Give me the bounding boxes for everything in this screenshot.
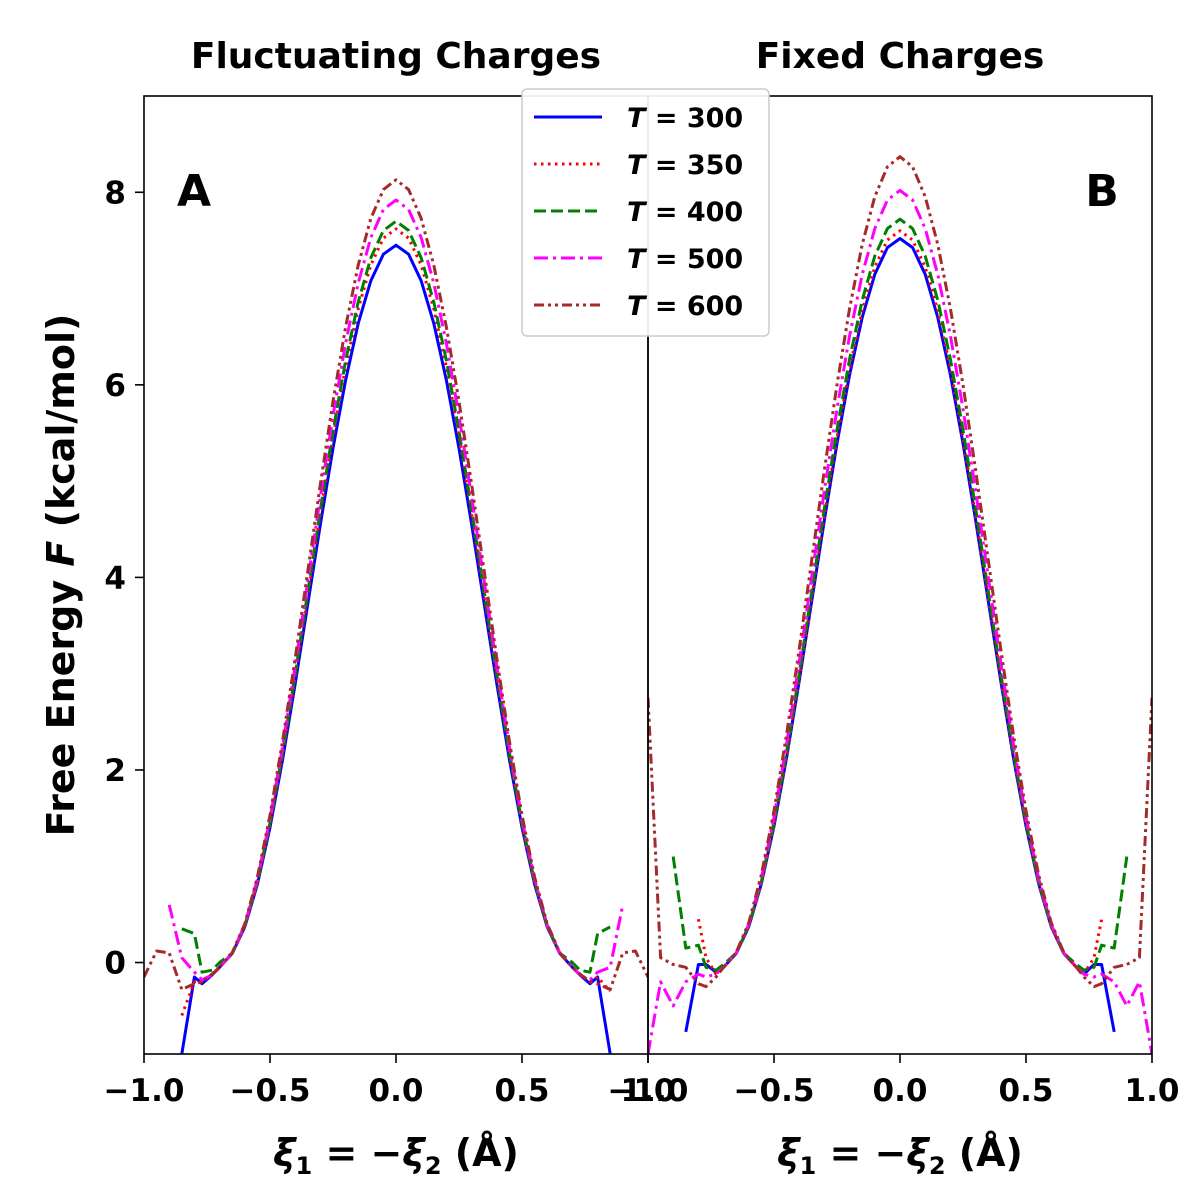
x-tick-label: −0.5 [230, 1073, 311, 1109]
xlabel-eq: = − [312, 1131, 402, 1175]
series-line-B-T350 [696, 229, 1104, 976]
axes-layer [135, 95, 1153, 1063]
legend-value: 600 [687, 291, 743, 322]
legend-var: T [627, 291, 648, 322]
legend-var: T [627, 244, 648, 275]
legend-var: T [627, 150, 648, 181]
xlabel-xi: ξ [402, 1131, 426, 1175]
legend-label-T600: T = 600 [627, 291, 743, 322]
panel-B-plot [648, 155, 1152, 1054]
legend-box [521, 88, 770, 337]
x-tick-label: −0.5 [734, 1073, 815, 1109]
legend-eq: = [645, 150, 686, 181]
legend-eq: = [645, 103, 686, 134]
panel-A-plot [144, 178, 648, 1054]
legend-var: T [627, 103, 648, 134]
legend-label-T400: T = 400 [627, 197, 743, 228]
panel-B-title: Fixed Charges [756, 36, 1045, 77]
ylabel-var: F [39, 541, 83, 567]
x-tick-label: 0.0 [369, 1073, 424, 1109]
x-tick-label: 0.5 [999, 1073, 1054, 1109]
y-tick-label: 6 [104, 368, 126, 404]
xlabel-xi: ξ [906, 1131, 930, 1175]
panel-A-letter: A [177, 166, 211, 217]
y-tick-label: 0 [104, 946, 126, 982]
x-tick-label: 0.0 [873, 1073, 928, 1109]
xlabel-xi: ξ [273, 1131, 297, 1175]
xlabel-sub: 2 [425, 1152, 442, 1180]
x-tick-label: 0.5 [495, 1073, 550, 1109]
x-tick-label: −1.0 [608, 1073, 689, 1109]
x-tick-label: 1.0 [1125, 1073, 1180, 1109]
xlabel-unit: (Å) [946, 1131, 1023, 1175]
x-tick-label: −1.0 [104, 1073, 185, 1109]
legend-value: 500 [687, 244, 743, 275]
series-line-A-T350 [180, 227, 612, 1017]
legend-eq: = [645, 291, 686, 322]
legend-value: 400 [687, 197, 743, 228]
legend-value: 350 [687, 150, 743, 181]
series-line-B-T300 [684, 237, 1116, 1033]
ylabel-post: (kcal/mol) [39, 314, 83, 541]
legend-label-T350: T = 350 [627, 150, 743, 181]
plot-layer [144, 155, 1152, 1054]
panel-A-x-axis-label: ξ1 = −ξ2 (Å) [273, 1131, 519, 1180]
panel-B-letter: B [1085, 166, 1119, 217]
legend-value: 300 [687, 103, 743, 134]
ylabel-pre: Free Energy [39, 567, 83, 837]
xlabel-sub: 1 [296, 1152, 313, 1180]
xlabel-unit: (Å) [442, 1131, 519, 1175]
legend-label-T300: T = 300 [627, 103, 743, 134]
legend-eq: = [645, 244, 686, 275]
text-layer: −1.0 −0.5 0.0 0.5 1.0 Fluctuating Charges Aξ1 … [39, 36, 1179, 1180]
series-line-A-T600 [144, 178, 648, 991]
xlabel-xi: ξ [777, 1131, 801, 1175]
legend-eq: = [645, 197, 686, 228]
legend-label-T500: T = 500 [627, 244, 743, 275]
y-tick-label: 4 [104, 560, 126, 596]
xlabel-sub: 1 [800, 1152, 817, 1180]
y-tick-label: 2 [104, 753, 126, 789]
legend-var: T [627, 197, 648, 228]
panel-A-title: Fluctuating Charges [191, 36, 601, 77]
xlabel-eq: = − [816, 1131, 906, 1175]
panel-B-x-axis-label: ξ1 = −ξ2 (Å) [777, 1131, 1023, 1180]
y-axis-label: Free Energy F (kcal/mol) [39, 314, 83, 837]
x-tick-label: 1.0 [621, 1073, 676, 1109]
series-line-A-T300 [180, 243, 612, 1054]
series-line-B-T600 [648, 155, 1152, 989]
y-tick-label: 8 [104, 175, 126, 211]
xlabel-sub: 2 [929, 1152, 946, 1180]
